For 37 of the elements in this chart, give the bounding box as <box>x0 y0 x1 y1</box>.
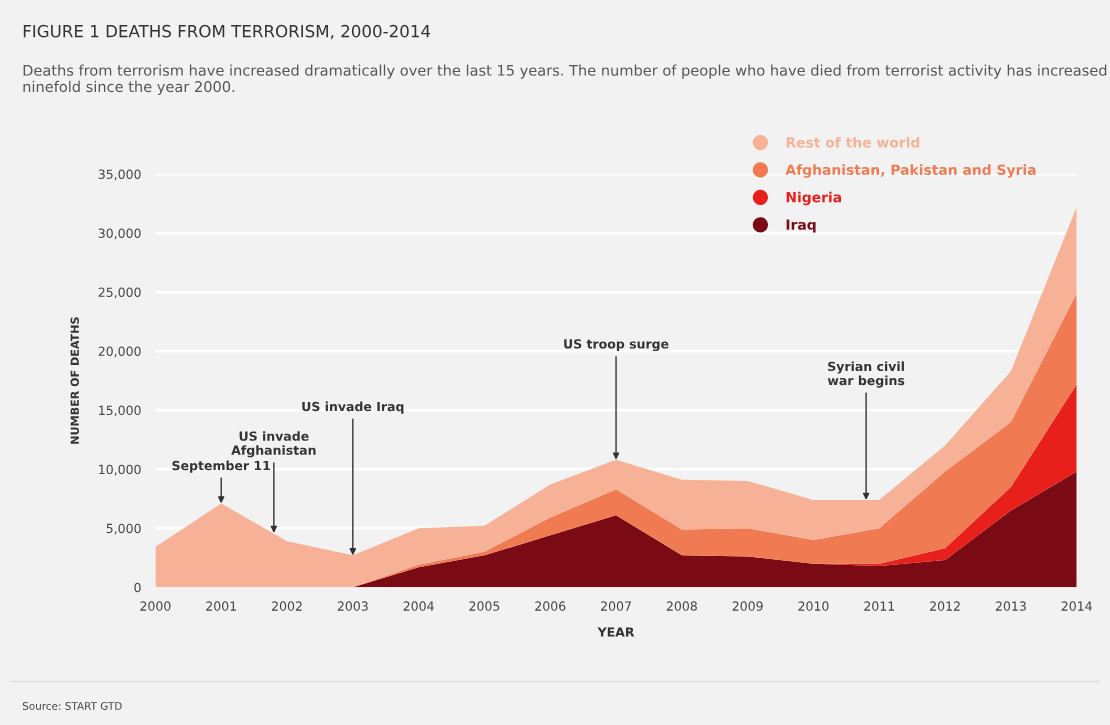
x-tick-label: 2002 <box>272 601 302 611</box>
x-tick-label: 2006 <box>535 601 566 611</box>
x-tick-label: 2011 <box>864 601 895 611</box>
x-tick-label: 2005 <box>469 601 500 611</box>
x-tick-label: 2007 <box>601 601 631 611</box>
x-tick-label: 2008 <box>666 601 697 611</box>
y-tick-label: 0 <box>134 582 141 593</box>
x-tick-label: 2012 <box>930 601 960 611</box>
x-tick-label: 2003 <box>337 601 368 611</box>
y-tick-label: 15,000 <box>99 405 141 417</box>
x-tick-label: 2013 <box>995 601 1026 611</box>
annotation: September 11 <box>172 460 270 473</box>
x-tick-label: 2014 <box>1061 601 1092 611</box>
x-axis-title: YEAR <box>597 627 635 637</box>
x-tick-label: 2004 <box>403 601 434 611</box>
legend-label: Nigeria <box>786 191 842 206</box>
source-note: Source: START GTD <box>22 702 122 710</box>
y-axis-title: NUMBER OF DEATHS <box>70 317 79 444</box>
legend-label: Afghanistan, Pakistan and Syria <box>785 164 1036 178</box>
y-tick-label: 5,000 <box>106 523 141 535</box>
chart-subtitle: Deaths from terrorism have increased dramatically over the last 15 years. The number of people who have died from terrorist activity has increased ninefold since the year 2000. <box>23 64 1107 95</box>
chart-title: FIGURE 1 DEATHS FROM TERRORISM, 2000-2014 <box>23 24 431 40</box>
y-tick-label: 20,000 <box>98 346 141 358</box>
annotation: US invade Afghanistan <box>231 431 316 458</box>
y-tick-label: 25,000 <box>98 287 141 299</box>
x-tick-label: 2000 <box>140 601 171 611</box>
y-tick-label: 10,000 <box>99 464 141 476</box>
y-tick-label: 35,000 <box>98 169 141 181</box>
annotation: US invade Iraq <box>302 401 404 414</box>
legend-label: Rest of the world <box>786 136 920 148</box>
x-tick-label: 2001 <box>206 601 236 611</box>
annotation: US troop surge <box>564 339 669 352</box>
annotation: Syrian civil war begins <box>827 361 905 388</box>
x-tick-label: 2009 <box>732 601 763 611</box>
y-tick-label: 30,000 <box>98 228 141 240</box>
legend-label: Iraq <box>786 219 816 233</box>
x-tick-label: 2010 <box>798 601 829 611</box>
